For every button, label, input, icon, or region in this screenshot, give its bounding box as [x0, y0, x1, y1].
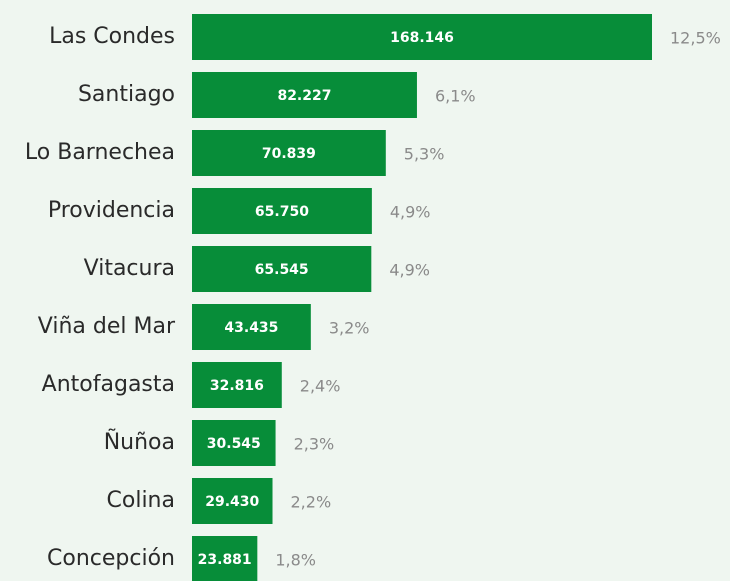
bar: [192, 130, 386, 176]
share-label: 4,9%: [389, 261, 430, 280]
category-label: Ñuñoa: [104, 428, 175, 455]
share-label: 12,5%: [670, 29, 721, 48]
category-label: Colina: [107, 488, 175, 513]
share-label: 5,3%: [404, 145, 445, 164]
category-label: Concepción: [47, 546, 175, 571]
category-label: Antofagasta: [42, 372, 175, 397]
share-label: 2,2%: [291, 493, 332, 512]
value-label: 32.816: [210, 378, 264, 394]
share-label: 2,3%: [294, 435, 335, 454]
bar: [192, 304, 311, 350]
bar: [192, 478, 273, 524]
share-label: 6,1%: [435, 87, 476, 106]
bar: [192, 420, 276, 466]
category-label: Las Condes: [49, 24, 175, 49]
value-label: 30.545: [207, 436, 261, 452]
category-label: Providencia: [48, 198, 175, 223]
category-label: Santiago: [78, 82, 175, 107]
value-label: 23.881: [198, 552, 252, 568]
bar: [192, 188, 372, 234]
value-label: 70.839: [262, 146, 316, 162]
bar: [192, 246, 372, 292]
bar: [192, 536, 258, 581]
bar: [192, 72, 417, 118]
share-label: 2,4%: [300, 377, 341, 396]
value-label: 82.227: [277, 88, 331, 104]
bar: [192, 362, 282, 408]
category-label: Viña del Mar: [38, 314, 176, 339]
share-label: 3,2%: [329, 319, 370, 338]
value-label: 65.750: [255, 204, 309, 220]
value-label: 168.146: [390, 30, 454, 46]
value-label: 43.435: [224, 320, 278, 336]
value-label: 29.430: [205, 494, 259, 510]
bar: [192, 14, 652, 60]
value-label: 65.545: [255, 262, 309, 278]
share-label: 1,8%: [275, 551, 316, 570]
share-label: 4,9%: [390, 203, 431, 222]
category-label: Lo Barnechea: [25, 140, 175, 165]
category-label: Vitacura: [84, 256, 175, 281]
